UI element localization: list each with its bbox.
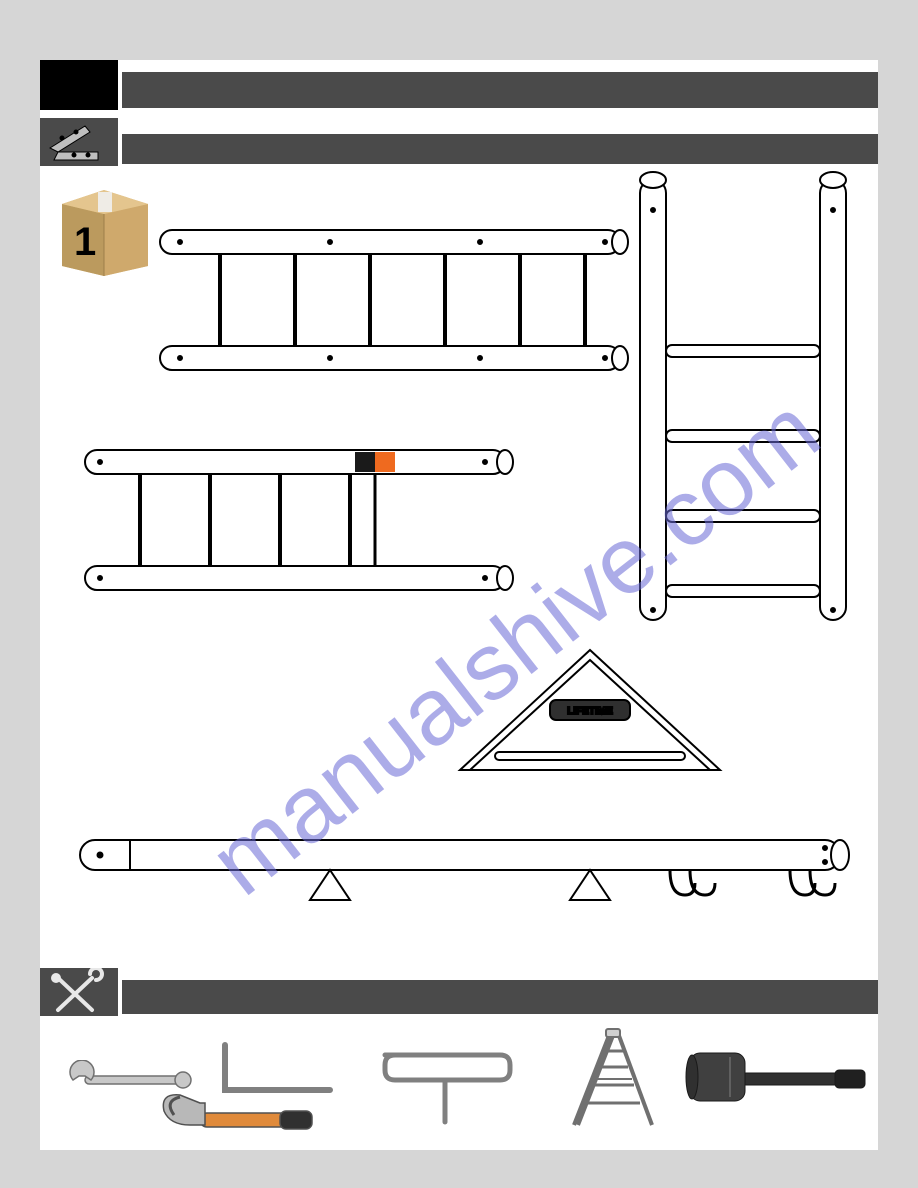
rubber-mallet-tool [680,1045,870,1115]
step-ladder-tool [560,1025,670,1135]
header-bar [122,72,878,108]
monkey-bar-section-a [150,220,640,390]
parts-section-bar [122,134,878,164]
tools-section-icon-block [40,968,118,1016]
climbing-ladder [620,170,870,640]
page-number-block [40,60,118,110]
parts-section-icon-block [40,118,118,166]
tools-section-bar [122,980,878,1014]
tools-icon [40,968,118,1016]
bracket-icon [40,118,118,166]
box-icon [58,180,152,276]
gable-logo-text: LIFETIME [567,706,613,717]
monkey-bar-section-b [75,440,525,610]
t-handle-tool [370,1040,520,1130]
top-beam [70,830,860,930]
gable: LIFETIME [440,640,740,790]
page-content: 1 [40,60,878,1150]
box-number: 1 [74,220,96,265]
allen-key-tool [210,1035,340,1105]
